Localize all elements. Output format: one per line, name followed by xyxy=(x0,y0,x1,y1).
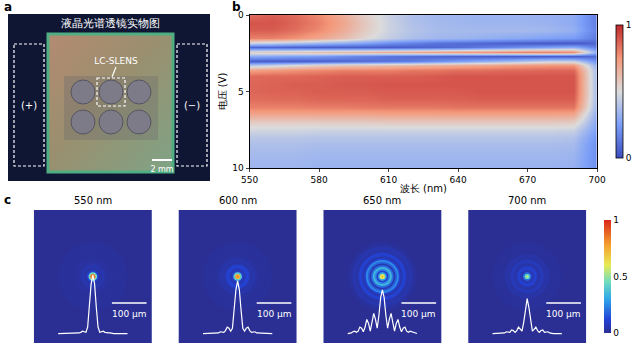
svg-text:c: c xyxy=(4,193,11,207)
svg-text:LC-SLENS: LC-SLENS xyxy=(94,56,138,66)
svg-text:0: 0 xyxy=(238,10,244,20)
svg-text:波长 (nm): 波长 (nm) xyxy=(400,183,447,194)
svg-text:2 mm: 2 mm xyxy=(150,165,173,174)
svg-text:670: 670 xyxy=(519,175,536,185)
svg-text:650 nm: 650 nm xyxy=(363,195,401,206)
svg-text:580: 580 xyxy=(311,175,328,185)
svg-text:640: 640 xyxy=(449,175,466,185)
svg-text:100 µm: 100 µm xyxy=(546,309,581,319)
svg-text:700: 700 xyxy=(588,175,605,185)
svg-text:1: 1 xyxy=(613,215,619,225)
svg-text:700 nm: 700 nm xyxy=(508,195,546,206)
svg-text:0: 0 xyxy=(613,328,619,338)
svg-text:液晶光谱透镜实物图: 液晶光谱透镜实物图 xyxy=(61,17,160,30)
svg-text:0.5: 0.5 xyxy=(613,272,627,282)
svg-text:10: 10 xyxy=(232,163,244,173)
svg-text:610: 610 xyxy=(380,175,397,185)
svg-text:5: 5 xyxy=(238,87,244,97)
svg-text:(+): (+) xyxy=(21,100,37,111)
svg-text:(−): (−) xyxy=(184,100,200,111)
svg-text:100 µm: 100 µm xyxy=(257,309,292,319)
svg-text:0: 0 xyxy=(626,153,632,163)
svg-text:b: b xyxy=(232,0,241,14)
svg-text:1: 1 xyxy=(626,20,632,30)
svg-text:100 µm: 100 µm xyxy=(112,309,147,319)
svg-text:550: 550 xyxy=(241,175,258,185)
svg-text:600 nm: 600 nm xyxy=(219,195,257,206)
svg-text:100 µm: 100 µm xyxy=(401,309,436,319)
svg-text:a: a xyxy=(4,0,12,14)
svg-text:电压 (V): 电压 (V) xyxy=(217,73,228,111)
svg-text:550 nm: 550 nm xyxy=(74,195,112,206)
